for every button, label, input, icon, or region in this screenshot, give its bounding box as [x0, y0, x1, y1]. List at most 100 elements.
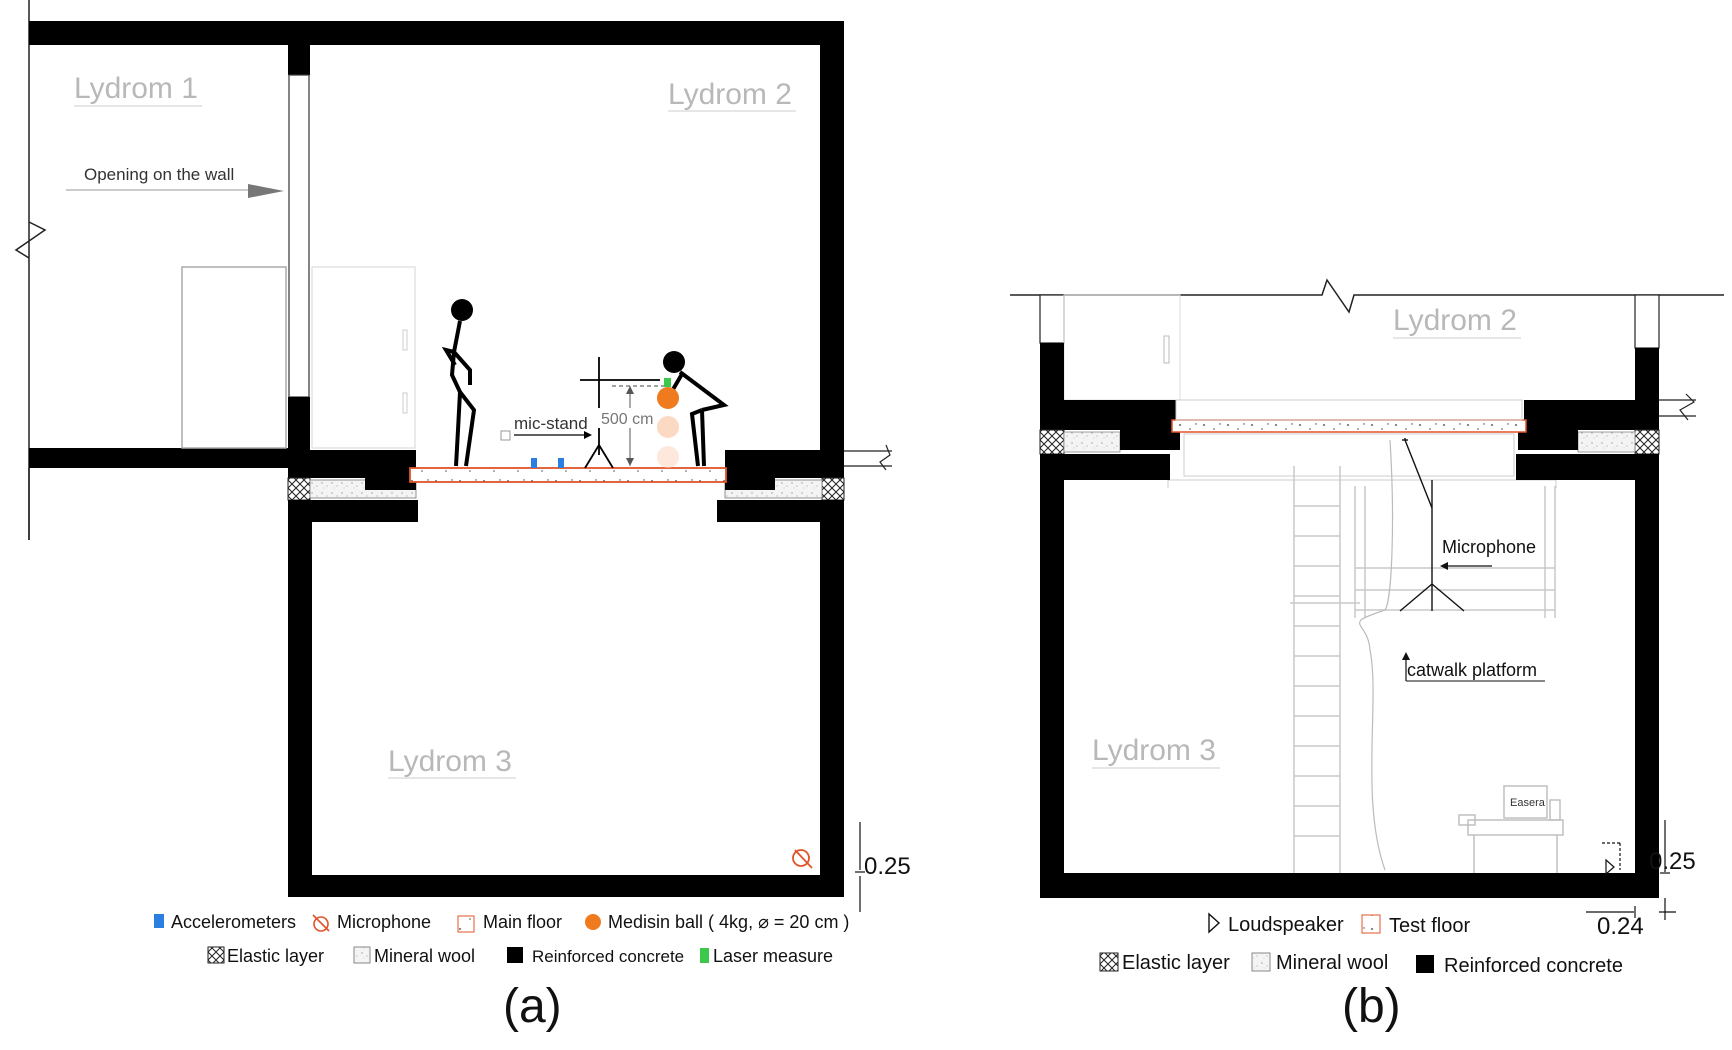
legend-swatch-elastic-layer-b	[1099, 952, 1119, 972]
easera-device	[1503, 785, 1548, 819]
legend-reinforced-concrete-b: Reinforced concrete	[1444, 955, 1623, 977]
dimension-marker-a	[855, 822, 865, 912]
mic-stand-label: mic-stand	[514, 414, 588, 433]
legend-laser-measure: Laser measure	[713, 946, 833, 966]
slab-right-lower-b	[1518, 430, 1578, 450]
legend-swatch-test-floor	[1361, 914, 1381, 934]
legend-accelerometers: Accelerometers	[171, 912, 296, 932]
room-label-lydrom2: Lydrom 2	[668, 78, 792, 111]
accelerometer	[531, 458, 537, 468]
mic-cable	[1359, 439, 1394, 871]
lydrom3-left-wall-b	[1040, 454, 1064, 898]
cabinet-handle	[402, 392, 408, 414]
wall-opening	[288, 74, 310, 398]
legend-swatch-accelerometers	[154, 914, 164, 928]
panel-caption-a: (a)	[503, 980, 562, 1033]
legend-microphone-icon	[312, 914, 330, 932]
mineral-wool-left-b	[1063, 431, 1121, 453]
sub-floor-frame	[1183, 433, 1515, 477]
ladder	[1293, 466, 1341, 873]
break-mark-right	[879, 444, 891, 471]
legend-mineral-wool-b: Mineral wool	[1276, 952, 1388, 974]
dimension-marker-b-vertical	[1660, 820, 1670, 920]
lydrom2-right-wall	[820, 21, 844, 451]
standing-person	[441, 299, 477, 467]
room-label-lydrom3: Lydrom 3	[388, 745, 512, 778]
slab-right-b	[1524, 400, 1659, 430]
drop-height-label: 500 cm	[601, 411, 653, 428]
slab-left-step	[365, 460, 416, 490]
lydrom2-left-wall	[1040, 343, 1064, 401]
legend-swatch-medicine-ball	[585, 914, 601, 930]
laser-measure	[664, 378, 671, 387]
drop-height-label-bg	[598, 408, 658, 428]
dimension-label-a: 0.25	[864, 853, 911, 880]
legend-loudspeaker: Loudspeaker	[1228, 914, 1344, 936]
room-label-lydrom3-b: Lydrom 3	[1092, 734, 1216, 767]
legend-swatch-concrete-b	[1416, 955, 1434, 973]
lydrom3-top-left	[288, 500, 418, 522]
drop-height-arrow-up	[626, 386, 634, 394]
lydrom3-floor-b	[1040, 873, 1659, 898]
lydrom3-top-right	[717, 500, 844, 522]
slab-left-lower-b	[1120, 430, 1180, 450]
test-floor-frame	[1175, 399, 1523, 421]
cabinet-handle	[1163, 335, 1170, 364]
catwalk-platform	[1290, 486, 1556, 618]
lydrom3-left-wall	[288, 500, 312, 897]
mic-stand-arrow-head	[584, 431, 592, 439]
legend-swatch-laser	[700, 948, 709, 963]
elastic-layer-right	[821, 477, 845, 501]
measurement-desk	[1458, 799, 1564, 873]
legend-swatch-mineral-wool-b	[1251, 952, 1271, 972]
lydrom2-cabinet	[311, 266, 416, 449]
legend-main-floor: Main floor	[483, 912, 562, 932]
slab-right-step	[725, 460, 775, 490]
elastic-layer-left-b	[1039, 429, 1065, 455]
legend-elastic-layer-b: Elastic layer	[1122, 952, 1230, 974]
upper-room-cabinet	[1063, 294, 1181, 401]
test-floor	[1171, 419, 1527, 433]
legend-medicine-ball: Medisin ball ( 4kg, ⌀ = 20 cm )	[608, 912, 849, 932]
cabinet-handle	[402, 329, 408, 351]
lydrom3-floor	[288, 875, 844, 897]
dimension-label-b-horizontal: 0.24	[1597, 913, 1644, 940]
room-label-lydrom2-b: Lydrom 2	[1393, 304, 1517, 337]
opening-note: Opening on the wall	[84, 165, 234, 184]
medicine-ball-ghost	[657, 446, 679, 468]
legend-test-floor: Test floor	[1389, 915, 1470, 937]
legend-elastic-layer: Elastic layer	[227, 946, 324, 966]
break-mark-left	[14, 221, 47, 259]
panel-a: Lydrom 1 Lydrom 2 Lydrom 3 Opening on th…	[14, 0, 911, 1033]
legend-reinforced-concrete: Reinforced concrete	[532, 947, 684, 966]
lydrom1-ceiling	[29, 21, 293, 45]
mic-stand	[580, 357, 660, 469]
legend-swatch-concrete	[507, 947, 523, 963]
legend-swatch-elastic-layer	[207, 946, 225, 964]
catwalk-label: catwalk platform	[1407, 660, 1537, 680]
lydrom3-right-wall	[820, 500, 844, 897]
legend-mineral-wool: Mineral wool	[374, 946, 475, 966]
easera-label: Easera	[1510, 797, 1546, 809]
mineral-wool-right-b	[1577, 431, 1636, 453]
dimension-label-b-vertical: 0.25	[1649, 848, 1696, 875]
legend-loudspeaker-icon	[1208, 912, 1221, 934]
mic-stand-base	[500, 430, 511, 441]
dimension-marker-b-horizontal	[1586, 906, 1676, 918]
upper-wall-left	[1039, 294, 1065, 344]
elastic-layer-right-b	[1634, 429, 1660, 455]
room-label-lydrom1: Lydrom 1	[74, 72, 198, 105]
medicine-ball-ghost	[657, 416, 679, 438]
lydrom2-right-wall	[1635, 348, 1659, 401]
panel-caption-b: (b)	[1342, 980, 1401, 1033]
legend-swatch-mineral-wool	[353, 946, 371, 964]
lydrom1-door	[181, 266, 287, 449]
microphone-icon	[792, 849, 813, 869]
microphone-label-b: Microphone	[1442, 537, 1536, 557]
lydrom1-floor-slab	[29, 448, 293, 468]
opening-arrow-head	[248, 184, 284, 198]
upper-wall-right	[1634, 294, 1660, 349]
main-floor	[409, 467, 727, 483]
microphone-stand-b	[1399, 438, 1465, 612]
